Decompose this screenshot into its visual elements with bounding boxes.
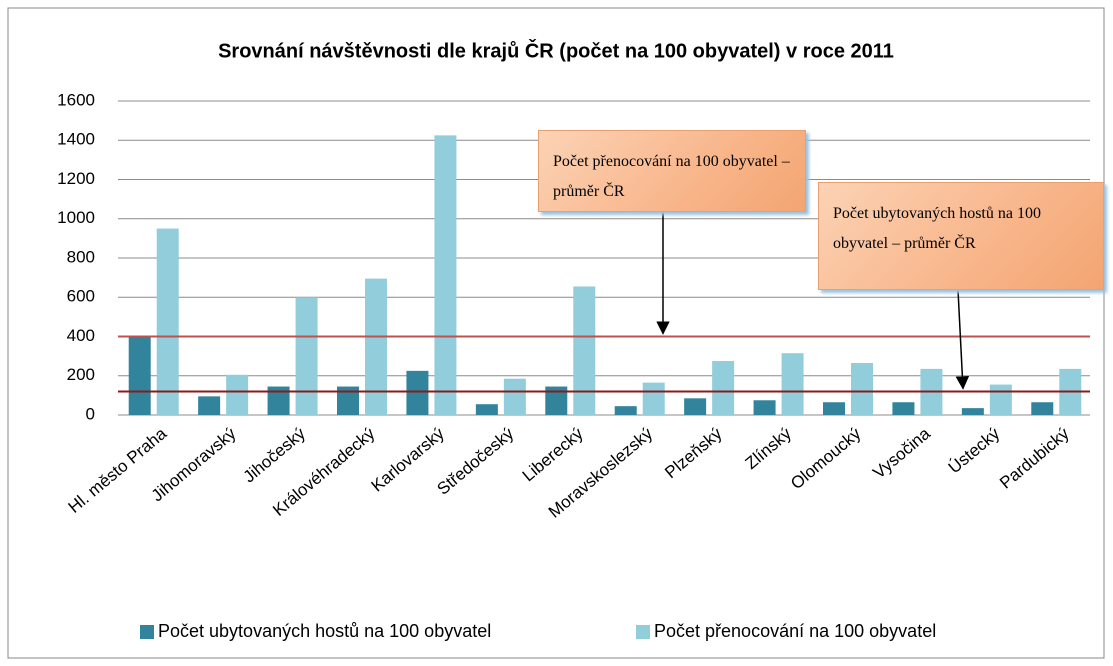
y-tick-label: 800 xyxy=(67,247,95,266)
bar xyxy=(642,382,665,415)
chart-title: Srovnání návštěvnosti dle krajů ČR (poče… xyxy=(218,38,894,62)
y-tick-label: 1400 xyxy=(57,130,95,149)
bar xyxy=(573,286,596,415)
bar xyxy=(503,378,526,415)
y-tick-label: 200 xyxy=(67,365,95,384)
bar xyxy=(961,408,984,415)
bar xyxy=(614,406,637,415)
legend-swatch xyxy=(636,625,650,639)
bar xyxy=(156,228,179,415)
chart-border xyxy=(7,7,1105,659)
bar xyxy=(545,386,568,415)
bar xyxy=(684,398,707,415)
bar xyxy=(989,384,1012,415)
bar xyxy=(892,402,915,415)
bar xyxy=(337,386,359,415)
legend-label: Počet přenocování na 100 obyvatel xyxy=(654,621,936,641)
annotation: Počet ubytovaných hostů na 100 obyvatel … xyxy=(818,182,1104,290)
bar xyxy=(267,386,290,415)
y-tick-label: 0 xyxy=(86,404,95,423)
y-tick-label: 1000 xyxy=(57,208,95,227)
y-tick-label: 1200 xyxy=(57,169,95,188)
bar xyxy=(128,336,151,415)
bar xyxy=(198,396,221,415)
y-tick-label: 600 xyxy=(67,287,95,306)
y-tick-label: 400 xyxy=(67,326,95,345)
bar xyxy=(226,374,249,415)
y-tick-label: 1600 xyxy=(57,90,95,109)
bar xyxy=(475,404,498,415)
bar xyxy=(295,297,318,415)
bar xyxy=(365,278,387,415)
bar xyxy=(781,353,804,415)
bar xyxy=(406,370,429,415)
bar xyxy=(1031,402,1054,415)
annotation: Počet přenocování na 100 obyvatel – prům… xyxy=(538,130,806,212)
annotation-arrow xyxy=(955,289,970,390)
bar xyxy=(753,400,776,415)
bar xyxy=(851,362,873,415)
bar xyxy=(434,135,457,415)
legend-label: Počet ubytovaných hostů na 100 obyvatel xyxy=(158,621,491,641)
bar xyxy=(823,402,845,415)
legend-swatch xyxy=(140,625,154,639)
bar xyxy=(712,361,735,415)
